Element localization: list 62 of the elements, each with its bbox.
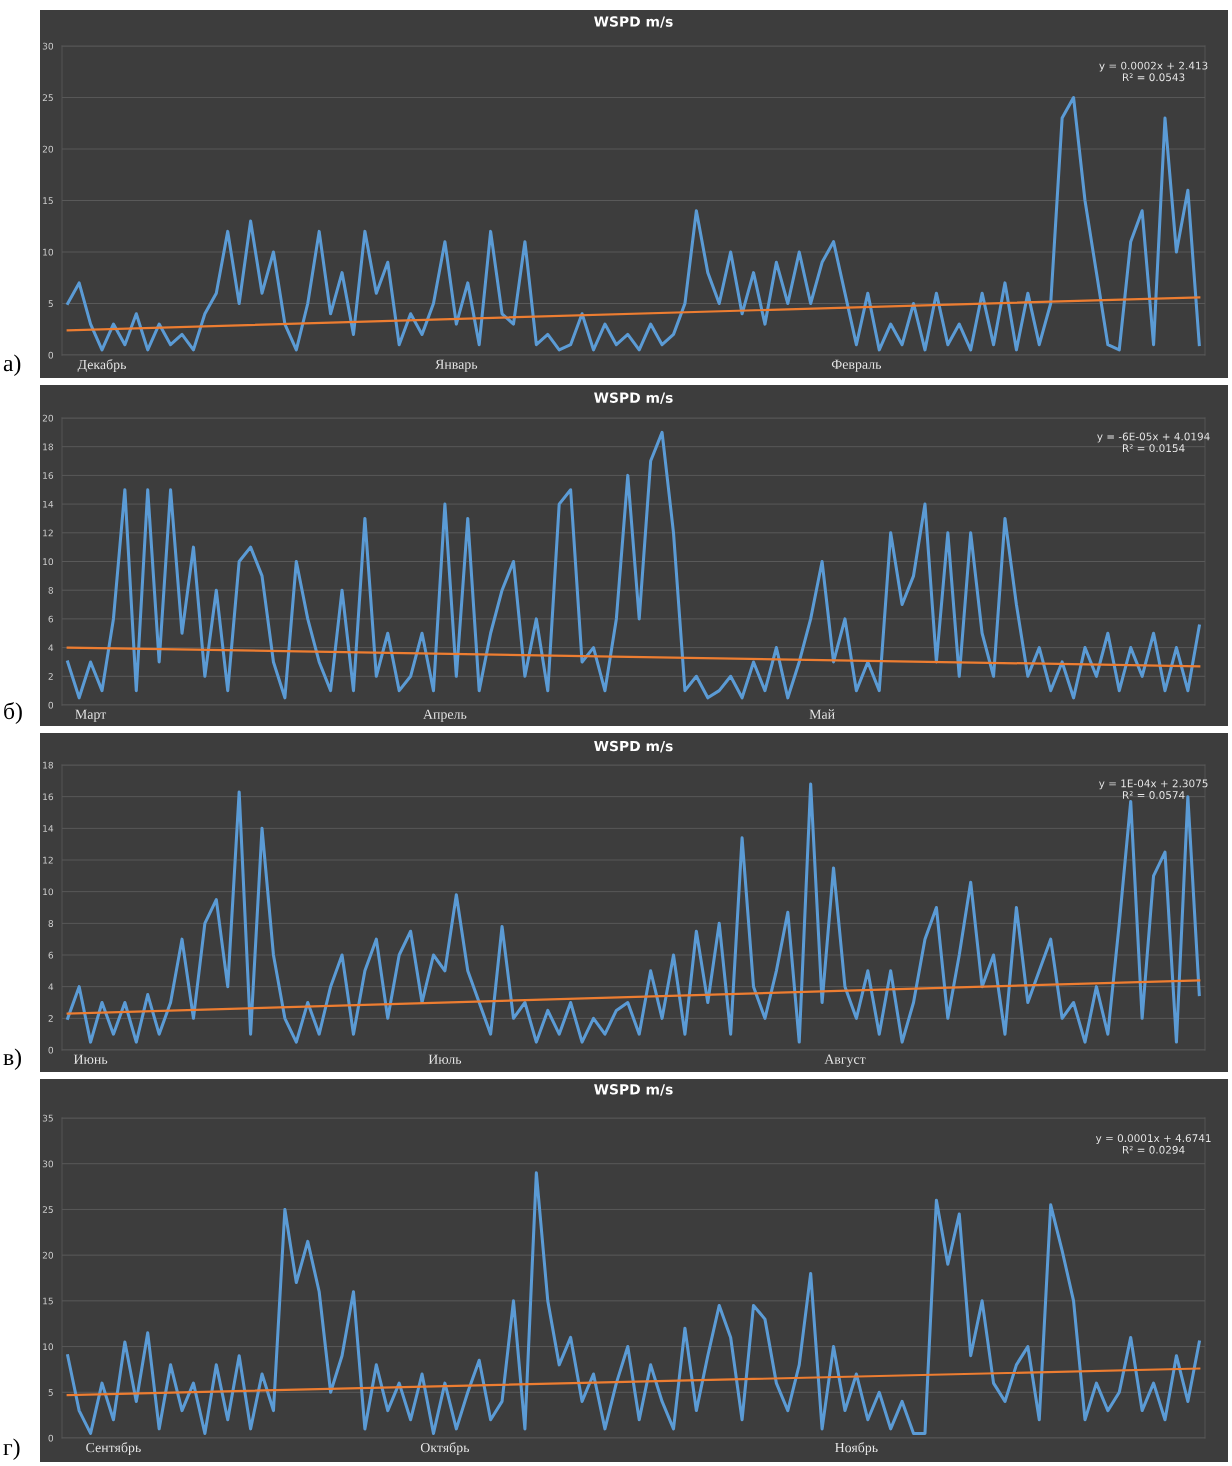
- y-tick-label: 0: [48, 351, 54, 359]
- y-tick-label: 12: [43, 856, 53, 864]
- y-tick-label: 30: [42, 42, 54, 50]
- x-tick-label: Сентябрь: [86, 1442, 141, 1456]
- annotation: y = 0.0002x + 2.413 R² = 0.0543: [1099, 61, 1208, 82]
- y-tick-label: 5: [48, 1389, 53, 1396]
- y-tick-label: 35: [42, 1114, 53, 1122]
- text: г): [3, 1438, 20, 1460]
- y-tick-label: 30: [42, 1160, 54, 1168]
- y-tick-label: 10: [43, 558, 54, 566]
- y-tick-label: 16: [43, 793, 54, 801]
- x-tick-label: Ноябрь: [835, 1442, 878, 1456]
- y-tick-label: 6: [48, 615, 54, 623]
- chart-title: WSPD m/s: [594, 392, 673, 405]
- y-tick-label: 4: [48, 644, 54, 652]
- y-tick-label: 4: [48, 983, 54, 991]
- y-tick-label: 8: [48, 920, 54, 927]
- y-tick-label: 25: [42, 1206, 53, 1213]
- y-tick-label: 6: [48, 951, 54, 959]
- x-tick-label: Декабрь: [77, 359, 127, 373]
- y-tick-label: 16: [43, 472, 54, 479]
- annotation: y = 0.0001x + 4.6741 R² = 0.0294: [1095, 1134, 1211, 1154]
- line-series: [66, 1171, 1201, 1435]
- y-tick-label: 0: [48, 1046, 54, 1054]
- y-tick-label: 20: [42, 414, 54, 422]
- y-tick-label: 10: [43, 248, 54, 256]
- y-tick-label: 10: [43, 1343, 54, 1351]
- y-tick-label: 2: [48, 673, 53, 680]
- y-tick-label: 15: [43, 197, 53, 205]
- chart-title: WSPD m/s: [594, 740, 673, 753]
- x-tick-label: Октябрь: [420, 1442, 470, 1456]
- x-tick-label: Май: [809, 709, 835, 719]
- line-series: [66, 95, 1201, 352]
- y-tick-label: 12: [43, 529, 53, 537]
- x-tick-label: Июль: [428, 1054, 462, 1064]
- x-tick-label: Июнь: [73, 1054, 108, 1064]
- y-tick-label: 5: [48, 300, 53, 308]
- x-tick-label: Август: [824, 1054, 866, 1067]
- x-tick-label: Февраль: [831, 359, 882, 372]
- y-tick-label: 18: [43, 761, 54, 769]
- y-tick-label: 25: [42, 94, 53, 102]
- annotation: y = 1E-04x + 2.3075 R² = 0.0574: [1099, 779, 1208, 799]
- chart-title: WSPD m/s: [594, 16, 673, 28]
- y-tick-label: 0: [48, 701, 54, 709]
- y-tick-label: 0: [48, 1434, 54, 1442]
- y-tick-label: 2: [48, 1015, 53, 1022]
- annotation: y = -6E-05x + 4.0194 R² = 0.0154: [1097, 432, 1210, 453]
- y-tick-label: 15: [43, 1297, 53, 1305]
- x-tick-label: Апрель: [423, 709, 467, 722]
- text: а): [3, 354, 21, 376]
- text: в): [3, 1048, 21, 1070]
- y-tick-label: 18: [43, 443, 54, 451]
- y-tick-label: 20: [42, 1251, 54, 1259]
- text: б): [4, 702, 22, 724]
- y-tick-label: 10: [43, 888, 54, 896]
- y-tick-label: 14: [43, 825, 54, 832]
- y-tick-label: 14: [43, 500, 54, 508]
- y-tick-label: 20: [42, 145, 54, 153]
- x-tick-label: Январь: [435, 359, 478, 372]
- chart-title: WSPD m/s: [594, 1084, 673, 1096]
- y-tick-label: 8: [48, 586, 54, 594]
- x-tick-label: Март: [75, 709, 107, 722]
